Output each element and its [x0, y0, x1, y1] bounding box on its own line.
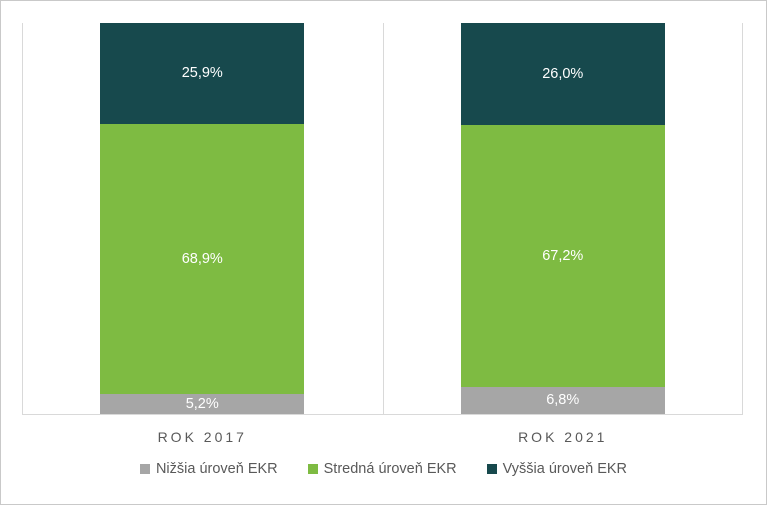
category-label-2021: ROK 2021 [518, 429, 608, 445]
bar-segment: 25,9% [100, 23, 305, 125]
bars-row: 25,9% 68,9% 5,2% 26,0% 67,2% 6,8% [22, 23, 743, 414]
gridline-right [742, 23, 743, 414]
legend-marker-stredna-icon [307, 464, 318, 475]
legend-label-stredna: Stredná úroveň EKR [323, 461, 457, 477]
bar-segment: 68,9% [100, 124, 305, 394]
stacked-bar-2021: 26,0% 67,2% 6,8% [460, 23, 665, 414]
gridline-left [22, 23, 23, 414]
category-cell-2017: 25,9% 68,9% 5,2% [22, 23, 383, 414]
gridline-middle [382, 23, 384, 414]
data-label: 5,2% [185, 395, 219, 412]
category-cell-2021: 26,0% 67,2% 6,8% [383, 23, 744, 414]
legend-item-stredna-uroven: Stredná úroveň EKR [307, 461, 457, 477]
category-label-2017: ROK 2017 [157, 429, 247, 445]
legend-marker-vyssia-icon [486, 464, 497, 475]
data-label: 68,9% [181, 250, 223, 267]
data-label: 26,0% [542, 65, 584, 82]
data-label: 25,9% [181, 65, 223, 82]
legend-label-nizsia: Nižšia úroveň EKR [155, 461, 278, 477]
legend-label-vyssia: Vyššia úroveň EKR [502, 461, 628, 477]
category-axis: ROK 2017 ROK 2021 [22, 429, 743, 446]
x-axis-line [22, 414, 743, 415]
stacked-bar-2017: 25,9% 68,9% 5,2% [100, 23, 305, 414]
bar-segment: 6,8% [460, 387, 665, 414]
data-label: 67,2% [542, 247, 584, 264]
bar-segment: 67,2% [460, 124, 665, 388]
legend: Nižšia úroveň EKR Stredná úroveň EKR Vyš… [1, 462, 766, 477]
legend-item-vyssia-uroven: Vyššia úroveň EKR [486, 461, 628, 477]
bar-segment: 5,2% [100, 393, 305, 414]
plot-area: 25,9% 68,9% 5,2% 26,0% 67,2% 6,8% [22, 23, 743, 415]
data-label: 6,8% [546, 392, 580, 409]
legend-marker-nizsia-icon [139, 464, 150, 475]
legend-item-nizsia-uroven: Nižšia úroveň EKR [139, 461, 278, 477]
bar-segment: 26,0% [460, 23, 665, 125]
